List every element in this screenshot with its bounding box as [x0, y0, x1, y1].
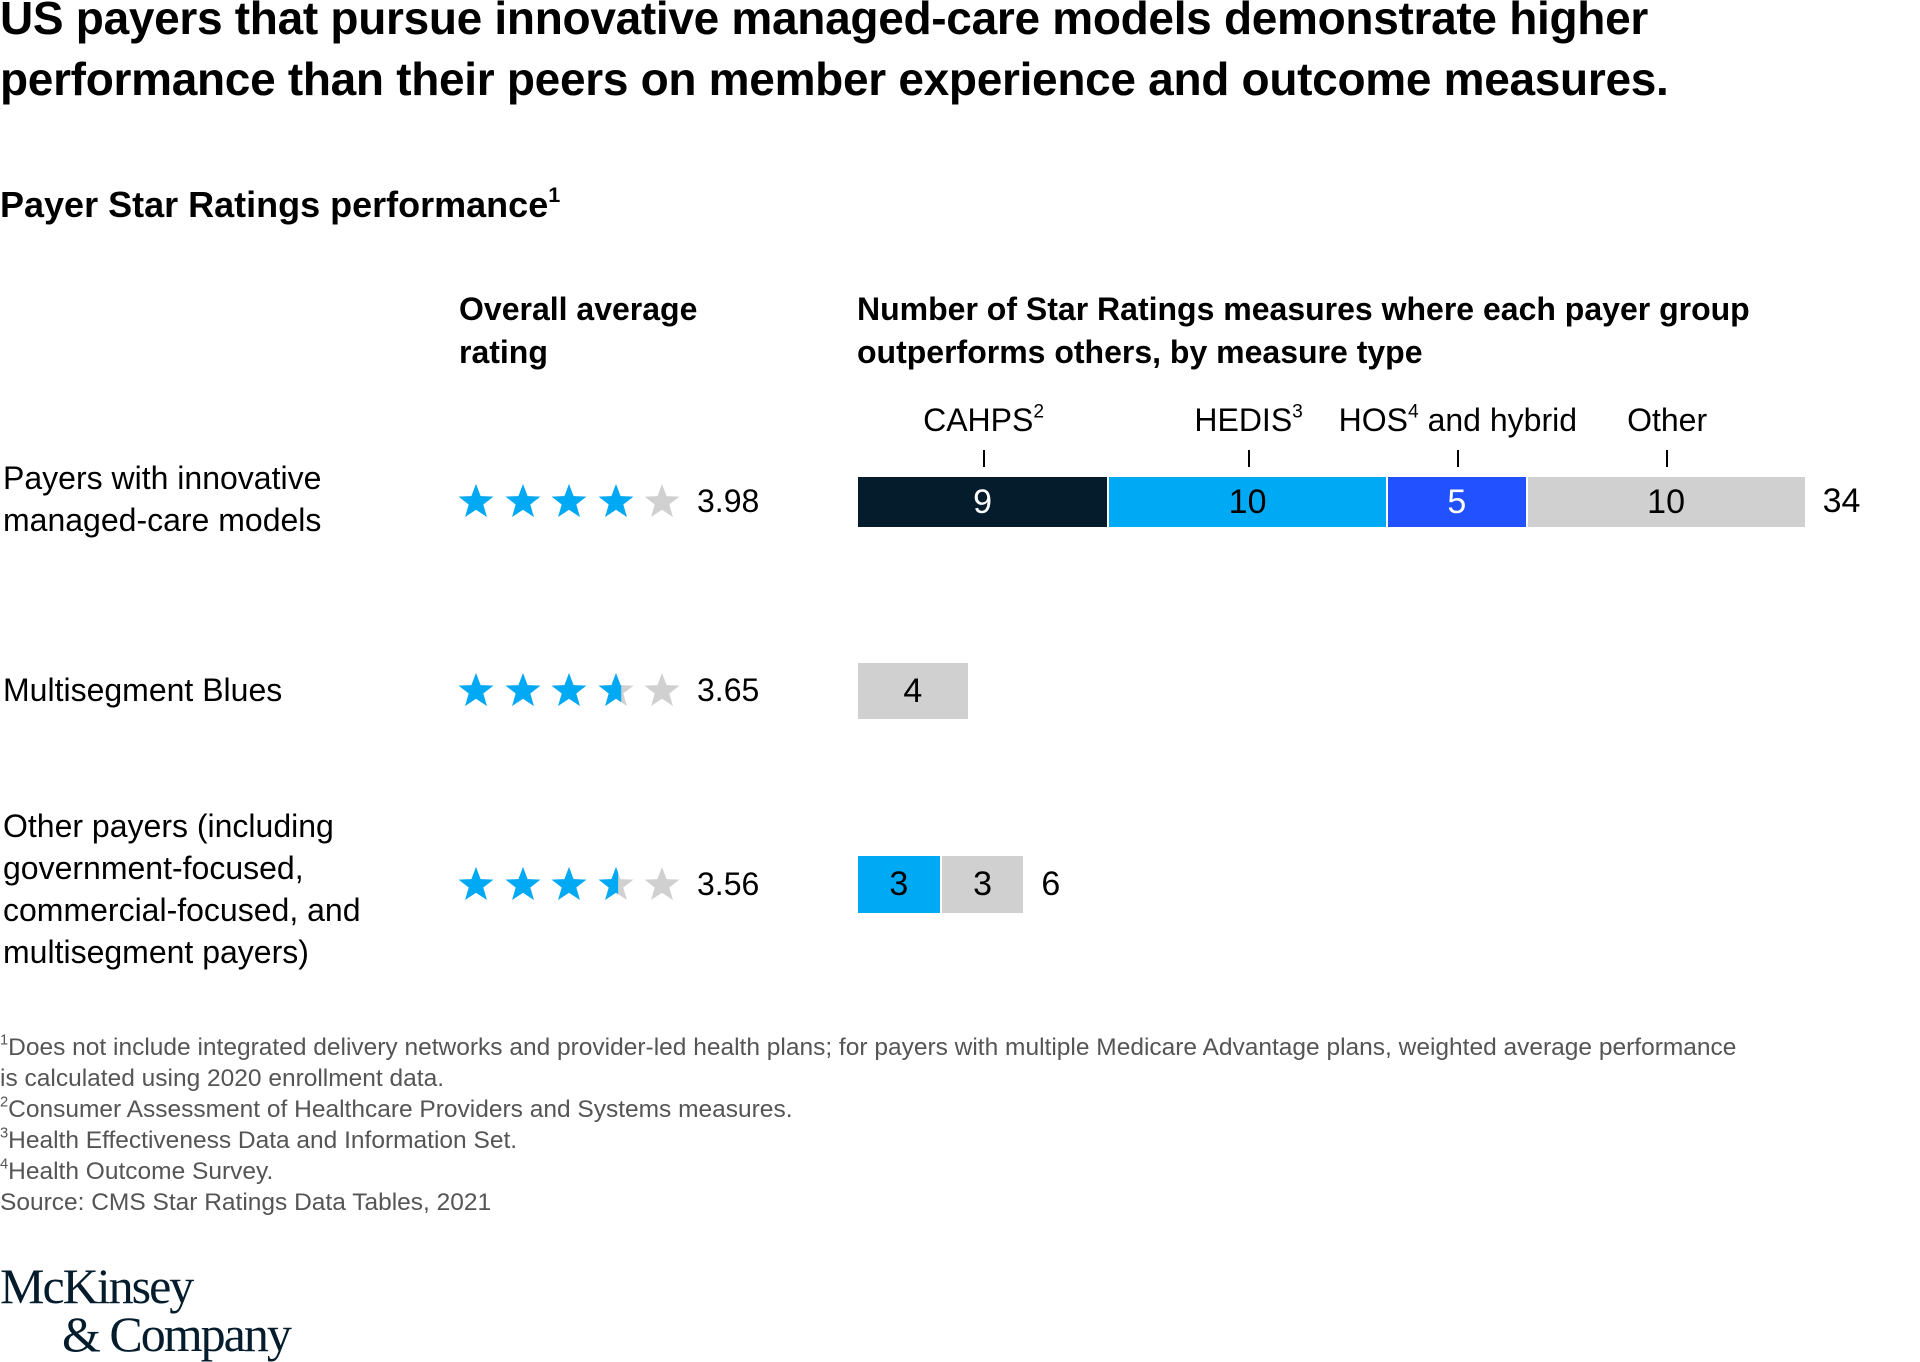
segment-name: CAHPS: [923, 402, 1034, 438]
bar-segment-other: 3: [941, 856, 1026, 913]
bar-value-label: 9: [973, 482, 992, 521]
segment-name: HEDIS: [1194, 402, 1293, 438]
star-icon: [505, 866, 540, 900]
star-icon: [644, 673, 680, 706]
segment-tick: [982, 450, 985, 467]
segment-name: HOS: [1338, 402, 1409, 438]
bar-value-label: 3: [973, 865, 992, 903]
footnote-mark: 3: [0, 1125, 9, 1142]
star-icon: [505, 673, 540, 706]
footnote: 2Consumer Assessment of Healthcare Provi…: [0, 1094, 1900, 1125]
segment-tick: [1666, 450, 1669, 467]
footnote-text: Health Effectiveness Data and Informatio…: [8, 1127, 518, 1154]
footnote-text: Does not include integrated delivery net…: [8, 1034, 1737, 1061]
chart-title: US payers that pursue innovative managed…: [0, 0, 1669, 105]
chart-subtitle: Payer Star Ratings performance1: [0, 184, 560, 226]
footnote-mark: 1: [0, 1032, 9, 1049]
footnote-text: is calculated using 2020 enrollment data…: [0, 1065, 445, 1092]
segment-tick: [1456, 450, 1459, 467]
footnote-text: Source: CMS Star Ratings Data Tables, 20…: [0, 1189, 492, 1216]
star-icon: [458, 484, 494, 517]
bar-value-label: 5: [1447, 482, 1467, 521]
star-icon: [551, 673, 587, 706]
star-icon: [644, 866, 680, 900]
rating-value: 3.98: [697, 483, 760, 519]
rating-value: 3.65: [697, 672, 760, 708]
subtitle-text: Payer Star Ratings performance: [0, 184, 549, 225]
star-icon: [551, 484, 587, 517]
footnote: 1Does not include integrated delivery ne…: [0, 1032, 1900, 1063]
segment-footnote-mark: 3: [1292, 401, 1303, 423]
segment-label-other: Other: [1627, 402, 1707, 439]
segment-tick: [1247, 450, 1250, 467]
bar-value-label: 3: [889, 865, 909, 903]
logo-line-2: & Company: [62, 1306, 292, 1362]
bar-segment-other: 10: [1527, 477, 1807, 527]
row-label: Other payers (including government-focus…: [3, 808, 361, 970]
footnote: Source: CMS Star Ratings Data Tables, 20…: [0, 1187, 1900, 1218]
star-icon: [505, 484, 540, 517]
bar-segment-hos: 5: [1388, 477, 1528, 527]
bar-value-label: 4: [903, 671, 923, 710]
bar-segment-cahps: 9: [858, 477, 1110, 527]
bar-value-label: 10: [1647, 482, 1685, 521]
segment-name: Other: [1627, 402, 1708, 438]
footnote-mark: 4: [0, 1156, 9, 1173]
bar-value-label: 10: [1228, 482, 1267, 521]
row-label: Payers with innovative managed-care mode…: [3, 460, 322, 538]
row-total: 6: [1041, 864, 1061, 903]
segment-name-suffix: and hybrid: [1418, 402, 1578, 438]
row-total: 34: [1822, 482, 1861, 520]
measures-column-header: Number of Star Ratings measures where ea…: [857, 291, 1750, 370]
star-icon: [598, 866, 633, 900]
footnote-text: Health Outcome Survey.: [8, 1158, 274, 1185]
star-icon: [458, 866, 494, 900]
logo-line-1: McKinsey: [0, 1258, 194, 1314]
segment-footnote-mark: 4: [1408, 401, 1419, 423]
segment-label-hedis: HEDIS3: [1194, 402, 1302, 439]
footnote: is calculated using 2020 enrollment data…: [0, 1063, 1900, 1094]
rating-value: 3.56: [697, 865, 760, 902]
subtitle-footnote-mark: 1: [548, 181, 561, 207]
star-icon: [644, 484, 680, 517]
footnote-text: Consumer Assessment of Healthcare Provid…: [8, 1096, 793, 1123]
star-icon: [458, 673, 494, 706]
footnote: 3Health Effectiveness Data and Informati…: [0, 1125, 1900, 1156]
footnote: 4Health Outcome Survey.: [0, 1156, 1900, 1187]
bar-segment-hedis: 3: [858, 856, 942, 913]
bar-segment-hedis: 10: [1109, 477, 1389, 527]
mckinsey-logo: McKinsey & Company: [0, 1258, 292, 1362]
star-icon: [598, 484, 633, 517]
row-label: Multisegment Blues: [3, 672, 283, 708]
footnote-mark: 2: [0, 1094, 9, 1111]
segment-label-cahps: CAHPS2: [923, 402, 1044, 439]
bar-segment-other: 4: [858, 663, 970, 719]
segment-footnote-mark: 2: [1033, 401, 1045, 423]
star-icon: [551, 866, 587, 900]
star-icon: [598, 673, 633, 706]
segment-label-hos: HOS4 and hybrid: [1339, 402, 1577, 439]
rating-column-header: Overall average rating: [459, 291, 698, 370]
